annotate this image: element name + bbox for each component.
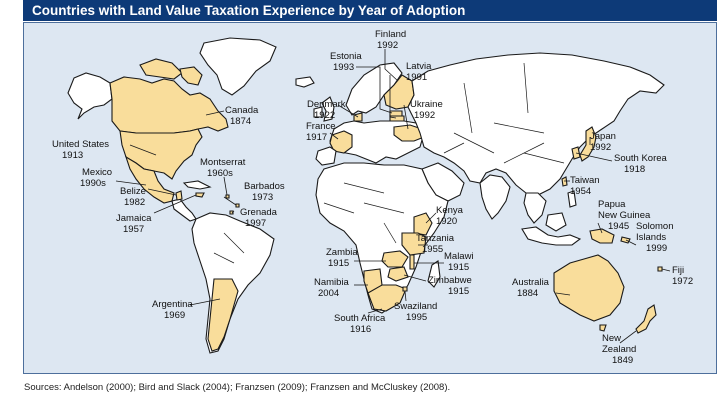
- label-denmark: Denmark 1922: [307, 99, 346, 121]
- africa-shape: [315, 162, 449, 314]
- label-barbados: Barbados 1973: [244, 181, 285, 203]
- label-solomon-islands-line-2: Islands: [636, 232, 666, 243]
- label-kenya: Kenya 1920: [436, 205, 464, 227]
- swaziland-shape: [402, 286, 408, 292]
- greenland-shape: [199, 37, 277, 96]
- solomon-islands-shape: [620, 236, 631, 244]
- japan-shape: [579, 126, 597, 162]
- taiwan-shape: [561, 176, 568, 187]
- sources-note: Sources: Andelson (2000); Bird and Slack…: [24, 382, 451, 393]
- zimbabwe-shape: [387, 266, 409, 282]
- ireland-shape: [313, 106, 323, 118]
- belize-shape: [175, 190, 183, 201]
- label-fiji: Fiji 1972: [672, 265, 693, 287]
- label-new-zealand-line-2: Zealand: [602, 344, 636, 355]
- ukraine-shape: [393, 124, 425, 142]
- label-latvia: Latvia 1991: [406, 61, 432, 83]
- new-zealand-shape: [635, 304, 657, 334]
- label-belize: Belize 1982: [120, 186, 146, 208]
- fiji-shape: [657, 266, 663, 272]
- label-jamaica: Jamaica 1957: [116, 213, 152, 235]
- tanzania-shape: [401, 232, 427, 256]
- australia-shape: [553, 254, 625, 322]
- label-solomon-islands-year: 1999: [646, 243, 667, 254]
- arctic-islands-shape: [139, 58, 183, 80]
- papua-new-guinea-shape: [589, 228, 615, 244]
- label-grenada: Grenada 1997: [240, 207, 278, 229]
- iceland-shape: [295, 76, 315, 88]
- leader-lines: [115, 49, 671, 344]
- france-shape: [329, 130, 353, 154]
- world-map: Canada 1874 United States 1913 Mexico 1990s…: [23, 22, 717, 374]
- alaska-shape: [67, 72, 113, 120]
- jamaica-shape: [195, 192, 205, 198]
- tasmania-shape: [599, 324, 607, 332]
- label-australia: Australia 1884: [512, 277, 550, 299]
- country-labels: Canada 1874 United States 1913 Mexico 1990s…: [52, 29, 693, 366]
- barbados-shape: [235, 203, 240, 208]
- malawi-shape: [409, 254, 415, 270]
- argentina-shape: [207, 278, 239, 352]
- label-malawi: Malawi 1915: [444, 251, 474, 273]
- mexico-shape: [125, 155, 175, 204]
- label-mexico: Mexico 1990s: [80, 167, 112, 189]
- india-shape: [479, 174, 511, 220]
- label-tanzania: Tanzania 1955: [416, 233, 455, 255]
- iberia-shape: [315, 146, 337, 166]
- asia-shape: [407, 52, 665, 196]
- label-taiwan: Taiwan 1954: [570, 175, 600, 197]
- label-namibia: Namibia 2004: [314, 277, 350, 299]
- label-new-zealand: New Zealand 1849: [602, 333, 636, 366]
- baffin-shape: [179, 66, 203, 86]
- label-finland: Finland 1992: [375, 29, 406, 51]
- label-canada: Canada 1874: [225, 105, 259, 127]
- indonesia-shape: [521, 226, 582, 246]
- canada-shape: [109, 76, 229, 134]
- label-montserrat: Montserrat 1960s: [200, 157, 246, 179]
- estonia-shape: [389, 110, 403, 117]
- label-new-zealand-year: 1849: [612, 355, 633, 366]
- label-zambia: Zambia 1915: [326, 247, 358, 269]
- label-south-korea: South Korea 1918: [614, 153, 668, 175]
- central-america-shape: [171, 198, 197, 222]
- philippines-shape: [567, 190, 577, 208]
- internal-borders: [213, 62, 565, 264]
- label-japan: Japan 1992: [590, 131, 616, 153]
- montserrat-shape: [225, 194, 230, 199]
- label-zimbabwe: Zimbabwe 1915: [428, 275, 472, 297]
- indochina-shape: [523, 192, 547, 224]
- label-france: France 1917: [306, 121, 336, 143]
- latvia-shape: [389, 115, 405, 122]
- kenya-shape: [413, 212, 433, 236]
- landmasses: [67, 37, 665, 354]
- label-estonia: Estonia 1993: [330, 51, 362, 73]
- map-canvas: Canada 1874 United States 1913 Mexico 1990s…: [52, 29, 693, 366]
- label-swaziland: Swaziland 1995: [394, 301, 437, 323]
- label-papua-new-guinea-line-2: New Guinea: [598, 210, 651, 221]
- label-papua-new-guinea-year: 1945: [608, 221, 629, 232]
- madagascar-shape: [427, 260, 441, 288]
- label-papua-new-guinea: Papua New Guinea 1945: [598, 199, 651, 232]
- uk-shape: [321, 96, 335, 122]
- label-ukraine: Ukraine 1992: [410, 99, 443, 121]
- cuba-shape: [182, 180, 212, 190]
- south-africa-shape: [367, 284, 407, 312]
- label-south-africa: South Africa 1916: [334, 313, 386, 335]
- label-united-states: United States 1913: [52, 139, 109, 161]
- map-title: Countries with Land Value Taxation Exper…: [23, 0, 717, 22]
- borneo-shape: [545, 212, 567, 232]
- label-solomon-islands: Solomon Islands 1999: [636, 221, 674, 254]
- label-argentina: Argentina 1969: [152, 299, 193, 321]
